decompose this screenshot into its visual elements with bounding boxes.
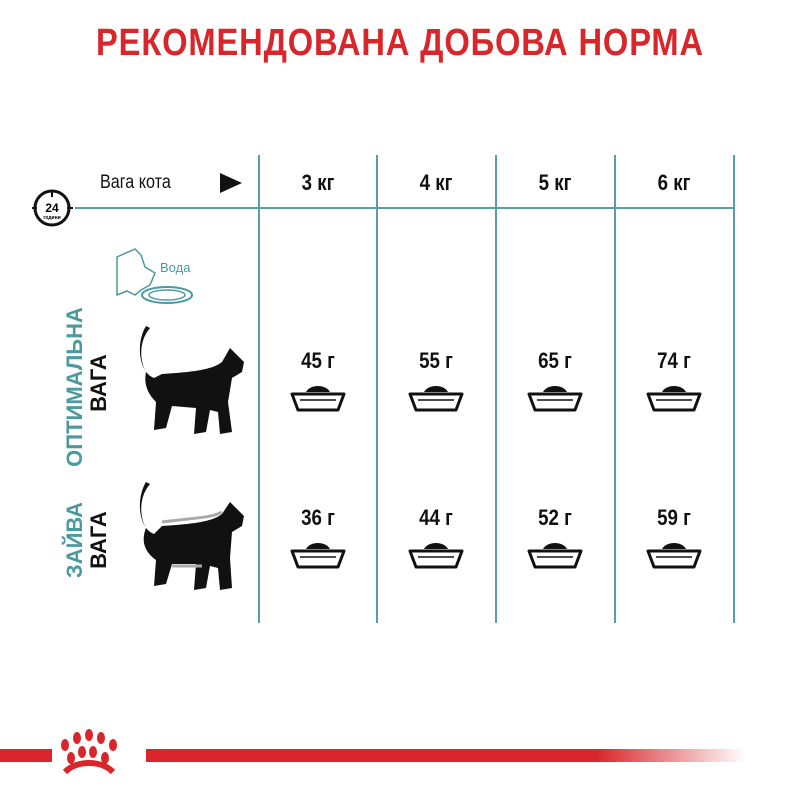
food-bowl-icon (496, 380, 614, 419)
water-label: Вода (160, 260, 191, 275)
daily-amount: 45 г (301, 348, 335, 373)
water-bowl-icon (105, 245, 195, 312)
daily-amount: 36 г (301, 505, 335, 530)
column-divider (733, 155, 735, 623)
crown-logo-icon (55, 728, 145, 783)
row-label-optimal: ОПТИМАЛЬНА (62, 307, 87, 467)
row-label-optimal-weight: ВАГА (86, 354, 111, 412)
weight-label: Вага кота (100, 172, 171, 193)
clock-number: 24 (45, 201, 59, 215)
page-title: РЕКОМЕНДОВАНА ДОБОВА НОРМА (96, 22, 704, 64)
daily-amount: 52 г (538, 505, 572, 530)
daily-amount: 59 г (657, 505, 691, 530)
arrow-right-icon (220, 173, 242, 193)
column-header-4kg: 4 кг (419, 170, 453, 195)
cat-optimal-icon (132, 322, 250, 445)
column-divider (495, 155, 497, 623)
cat-overweight-icon (132, 478, 250, 601)
food-bowl-icon (377, 537, 495, 576)
24-hour-clock-icon: 24 години (30, 186, 74, 230)
row-label-excess-weight: ВАГА (86, 511, 111, 569)
food-bowl-icon (259, 380, 377, 419)
footer-red-line (146, 749, 746, 762)
food-bowl-icon (377, 380, 495, 419)
column-header-5kg: 5 кг (538, 170, 572, 195)
column-divider (258, 155, 260, 623)
daily-amount: 65 г (538, 348, 572, 373)
header-divider (75, 207, 735, 209)
food-bowl-icon (615, 537, 733, 576)
food-bowl-icon (259, 537, 377, 576)
column-divider (614, 155, 616, 623)
column-divider (376, 155, 378, 623)
footer-red-line (0, 749, 52, 762)
clock-label: години (43, 215, 60, 221)
daily-amount: 44 г (419, 505, 453, 530)
food-bowl-icon (615, 380, 733, 419)
daily-amount: 55 г (419, 348, 453, 373)
column-header-3kg: 3 кг (301, 170, 335, 195)
daily-amount: 74 г (657, 348, 691, 373)
row-label-excess: ЗАЙВА (62, 501, 87, 579)
food-bowl-icon (496, 537, 614, 576)
column-header-6kg: 6 кг (657, 170, 691, 195)
